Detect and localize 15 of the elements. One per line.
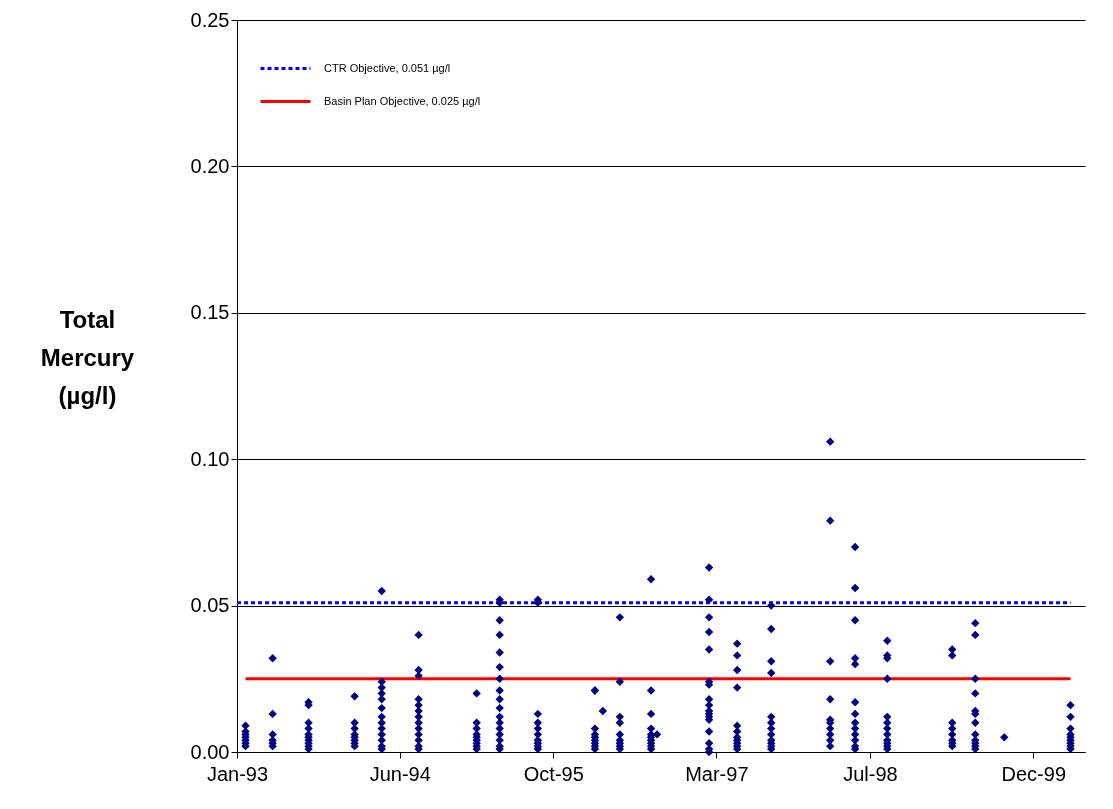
y-tick-label: 0.15 xyxy=(190,301,230,324)
y-tick-label: 0.10 xyxy=(190,447,230,470)
y-tick-label: 0.25 xyxy=(190,8,230,31)
x-tick-label: Dec-99 xyxy=(1001,762,1067,785)
x-tick-label: Mar-97 xyxy=(685,762,749,785)
legend-label: Basin Plan Objective, 0.025 µg/l xyxy=(324,94,481,107)
x-tick-label: Jun-94 xyxy=(369,762,431,785)
y-tick-label: 0.20 xyxy=(190,154,230,177)
legend-label: CTR Objective, 0.051 µg/l xyxy=(324,61,451,74)
y-tick-label: 0.00 xyxy=(190,740,230,763)
x-tick-label: Oct-95 xyxy=(523,762,584,785)
y-axis-title: Total Mercury (µg/l) xyxy=(40,305,135,409)
x-tick-label: Jan-93 xyxy=(206,762,269,785)
x-tick-label: Jul-98 xyxy=(843,762,898,785)
y-tick-label: 0.05 xyxy=(190,594,230,617)
